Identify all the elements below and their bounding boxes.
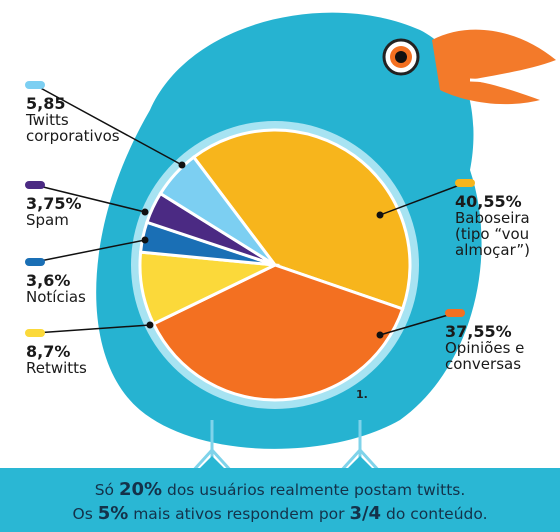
legend-swatch bbox=[25, 329, 45, 337]
leader-line bbox=[379, 182, 466, 216]
leader-dot bbox=[376, 211, 384, 219]
category-label: Notícias bbox=[26, 288, 86, 306]
category-label: Opiniões e conversas bbox=[445, 339, 525, 373]
slice-label: 40,55% Baboseira (tipo “vou almoçar”) bbox=[455, 192, 545, 259]
footer-text: 5% bbox=[97, 503, 129, 524]
leader-dot bbox=[376, 331, 384, 339]
leader-dot bbox=[178, 161, 186, 169]
footer-text: mais ativos respondem por bbox=[128, 505, 350, 523]
slice-label: 37,55% Opiniões e conversas bbox=[445, 322, 555, 373]
category-label: Spam bbox=[26, 211, 69, 229]
beak bbox=[432, 29, 556, 105]
value-label: 3,75% bbox=[26, 194, 82, 213]
footer-text: Os bbox=[72, 505, 98, 523]
category-label: Twitts corporativos bbox=[26, 111, 120, 145]
banner bbox=[0, 456, 560, 532]
slice-label: 3,6% Notícias bbox=[26, 271, 136, 306]
category-label: Retwitts bbox=[26, 359, 87, 377]
leader-line bbox=[379, 312, 456, 336]
leader-dot bbox=[141, 208, 149, 216]
footer-text: dos usuários realmente postam twitts. bbox=[162, 481, 466, 499]
eye-pupil bbox=[395, 51, 407, 63]
leader-dot bbox=[141, 236, 149, 244]
value-label: 37,55% bbox=[445, 322, 512, 341]
leader-line bbox=[34, 84, 183, 166]
legend-swatch bbox=[25, 81, 45, 89]
footer: Só 20% dos usuários realmente postam twi… bbox=[0, 478, 560, 526]
beak-line bbox=[469, 78, 526, 94]
footer-line: Só 20% dos usuários realmente postam twi… bbox=[0, 478, 560, 502]
legend-swatch bbox=[445, 309, 465, 317]
legend-swatch bbox=[455, 179, 475, 187]
value-label: 5,85 bbox=[26, 94, 66, 113]
slice-label: 5,85 Twitts corporativos bbox=[26, 94, 136, 145]
slice-label: 3,75% Spam bbox=[26, 194, 136, 229]
leader-line bbox=[34, 324, 151, 334]
footer-text: 20% bbox=[118, 479, 163, 500]
legend-swatch bbox=[25, 181, 45, 189]
footer-line: Os 5% mais ativos respondem por 3/4 do c… bbox=[0, 502, 560, 526]
pie-slice bbox=[158, 155, 277, 267]
leader-line bbox=[34, 184, 146, 213]
pie-slice bbox=[191, 128, 412, 311]
value-label: 3,6% bbox=[26, 271, 71, 290]
footer-text: 3/4 bbox=[349, 503, 382, 524]
footer-text: Só bbox=[94, 481, 119, 499]
leader-line bbox=[34, 239, 146, 263]
footer-text: do conteúdo. bbox=[381, 505, 488, 523]
category-label: Baboseira (tipo “vou almoçar”) bbox=[455, 209, 531, 259]
annotation: 1. bbox=[356, 388, 368, 401]
value-label: 40,55% bbox=[455, 192, 522, 211]
legend-swatch bbox=[25, 258, 45, 266]
leader-dot bbox=[146, 321, 154, 329]
value-label: 8,7% bbox=[26, 342, 71, 361]
slice-label: 8,7% Retwitts bbox=[26, 342, 136, 377]
pie-slice bbox=[151, 263, 405, 402]
